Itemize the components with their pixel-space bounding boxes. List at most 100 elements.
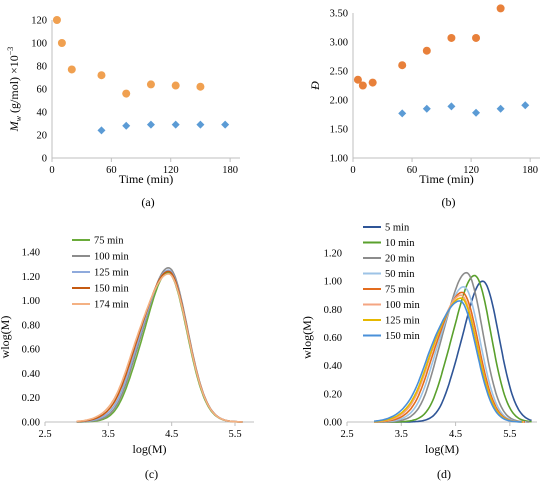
chart-d: 0.00 0.20 0.40 0.60 0.80 1.00 1.20 2.5 3.5 4.5 5.5… xyxy=(300,223,537,481)
y-tick-label: 120 xyxy=(31,16,47,27)
data-point xyxy=(57,39,66,47)
data-point xyxy=(122,89,131,98)
x-tick-label: 4.5 xyxy=(165,429,178,440)
x-tick-label: 60 xyxy=(106,165,117,176)
series-line xyxy=(374,274,532,423)
x-axis-label: log(M) xyxy=(133,442,167,456)
y-tick-label: 1.20 xyxy=(324,249,342,260)
y-tick-label: 0.40 xyxy=(324,361,342,372)
legend-label: 174 min xyxy=(94,300,129,311)
legend-label: 20 min xyxy=(385,254,415,265)
series-line xyxy=(76,273,243,423)
y-tick-label: 3.00 xyxy=(330,38,348,49)
y-tick-label: 0.80 xyxy=(324,305,342,316)
data-point xyxy=(496,104,505,113)
y-tick-label: 0.80 xyxy=(22,320,40,331)
y-axis-label: wlog(M) xyxy=(0,316,12,359)
y-axis-label: wlog(M) xyxy=(300,316,314,359)
data-point xyxy=(447,102,456,111)
x-tick-label: 120 xyxy=(163,165,179,176)
y-tick-label: 0.00 xyxy=(22,418,40,429)
data-point xyxy=(521,101,530,110)
data-point xyxy=(97,126,106,135)
legend-label: 10 min xyxy=(385,238,415,249)
data-point xyxy=(196,82,205,91)
series-line xyxy=(374,300,522,423)
x-tick-label: 3.5 xyxy=(102,429,115,440)
data-point xyxy=(368,78,377,87)
data-point xyxy=(146,120,155,129)
legend-label: 100 min xyxy=(94,252,129,263)
x-tick-label: 2.5 xyxy=(38,429,51,440)
y-tick-label: 0.60 xyxy=(22,345,40,356)
legend-label: 150 min xyxy=(94,284,129,295)
y-tick-label: 60 xyxy=(37,85,48,96)
y-tick-label: 1.40 xyxy=(22,248,40,259)
data-point xyxy=(221,120,230,129)
y-axis-label: Mw (g/mol) ×10−3 xyxy=(6,47,23,133)
x-axis-label: log(M) xyxy=(425,442,459,456)
chart-b: 1.00 1.50 2.00 2.50 3.00 3.50 0 60 120 180 Time (m… xyxy=(308,4,540,209)
legend-label: 125 min xyxy=(385,316,420,327)
x-tick-label: 60 xyxy=(407,165,418,176)
x-axis-label: Time (min) xyxy=(119,172,174,186)
x-axis-label: Time (min) xyxy=(419,172,474,186)
data-point xyxy=(67,65,76,74)
data-point xyxy=(422,46,431,55)
y-tick-label: 2.50 xyxy=(330,67,348,78)
x-tick-label: 120 xyxy=(463,165,479,176)
legend-label: 75 min xyxy=(385,285,415,296)
data-point xyxy=(398,61,407,70)
x-tick-label: 180 xyxy=(522,165,538,176)
data-point xyxy=(472,108,481,117)
x-tick-label: 0 xyxy=(350,165,355,176)
data-point xyxy=(472,33,481,42)
data-point xyxy=(97,71,106,80)
y-tick-label: 1.50 xyxy=(330,125,348,136)
figure-caption: (b) xyxy=(442,195,456,209)
y-tick-label: 80 xyxy=(37,62,48,73)
y-tick-label: 0.20 xyxy=(22,393,40,404)
legend-label: 5 min xyxy=(385,223,410,234)
y-tick-label: 0.00 xyxy=(324,418,342,429)
data-point xyxy=(122,121,131,130)
figure-caption: (d) xyxy=(437,467,451,481)
y-axis-label: Đ xyxy=(308,81,322,91)
data-point xyxy=(196,120,205,129)
x-tick-label: 180 xyxy=(222,165,238,176)
y-tick-label: 1.00 xyxy=(22,296,40,307)
x-tick-label: 3.5 xyxy=(395,429,408,440)
figure-caption: (a) xyxy=(141,195,154,209)
data-point xyxy=(447,33,456,42)
chart-a: 0 20 40 60 80 100 120 0 60 120 180 Time (min) (a) Mw … xyxy=(6,16,240,209)
chart-c: 0.00 0.20 0.40 0.60 0.80 1.00 1.20 1.40 2.5 3.5 4.… xyxy=(0,236,254,481)
data-point xyxy=(52,16,61,24)
y-tick-label: 1.00 xyxy=(324,277,342,288)
figure-caption: (c) xyxy=(145,467,158,481)
y-tick-label: 3.50 xyxy=(330,9,348,20)
y-tick-label: 20 xyxy=(37,131,48,142)
y-tick-label: 1.20 xyxy=(22,272,40,283)
data-point xyxy=(496,4,505,13)
data-point xyxy=(358,81,367,90)
y-tick-label: 2.00 xyxy=(330,96,348,107)
data-point xyxy=(171,81,180,90)
x-tick-label: 5.5 xyxy=(228,429,241,440)
y-tick-label: 40 xyxy=(37,108,48,119)
data-point xyxy=(171,120,180,129)
y-tick-label: 0.60 xyxy=(324,333,342,344)
y-tick-label: 0.40 xyxy=(22,369,40,380)
data-point xyxy=(422,104,431,113)
x-tick-label: 4.5 xyxy=(449,429,462,440)
x-tick-label: 2.5 xyxy=(340,429,353,440)
y-tick-label: 0 xyxy=(42,154,47,165)
legend-label: 100 min xyxy=(385,300,420,311)
series-line xyxy=(76,271,243,423)
x-tick-label: 5.5 xyxy=(503,429,516,440)
y-tick-label: 1.00 xyxy=(330,154,348,165)
legend-label: 150 min xyxy=(385,331,420,342)
x-tick-label: 0 xyxy=(49,165,54,176)
data-point xyxy=(146,80,155,89)
y-tick-label: 0.20 xyxy=(324,389,342,400)
